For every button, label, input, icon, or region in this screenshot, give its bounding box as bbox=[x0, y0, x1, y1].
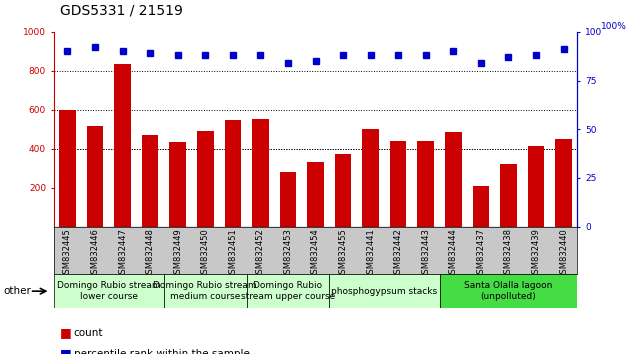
Text: GSM832439: GSM832439 bbox=[531, 228, 541, 279]
Text: Domingo Rubio
stream upper course: Domingo Rubio stream upper course bbox=[241, 281, 335, 301]
Bar bbox=[307, 162, 324, 227]
Text: GSM832450: GSM832450 bbox=[201, 228, 209, 279]
Text: GSM832447: GSM832447 bbox=[118, 228, 127, 279]
Text: GSM832446: GSM832446 bbox=[90, 228, 100, 279]
Text: GSM832441: GSM832441 bbox=[366, 228, 375, 279]
Bar bbox=[329, 274, 440, 308]
Bar bbox=[390, 141, 406, 227]
Bar bbox=[247, 274, 329, 308]
Text: GSM832453: GSM832453 bbox=[283, 228, 292, 279]
Text: GSM832438: GSM832438 bbox=[504, 228, 513, 279]
Text: GSM832448: GSM832448 bbox=[146, 228, 155, 279]
Bar bbox=[225, 120, 241, 227]
Text: GSM832442: GSM832442 bbox=[394, 228, 403, 279]
Text: Domingo Rubio stream
lower course: Domingo Rubio stream lower course bbox=[57, 281, 160, 301]
Text: other: other bbox=[3, 286, 31, 296]
Text: percentile rank within the sample: percentile rank within the sample bbox=[74, 349, 250, 354]
Bar bbox=[59, 110, 76, 227]
Text: GSM832452: GSM832452 bbox=[256, 228, 265, 279]
Text: 100%: 100% bbox=[601, 22, 627, 32]
Bar bbox=[164, 274, 247, 308]
Bar bbox=[142, 135, 158, 227]
Bar bbox=[252, 119, 269, 227]
Text: GSM832451: GSM832451 bbox=[228, 228, 237, 279]
Bar bbox=[528, 146, 545, 227]
Text: GSM832455: GSM832455 bbox=[339, 228, 348, 279]
Text: GSM832449: GSM832449 bbox=[173, 228, 182, 279]
Text: Santa Olalla lagoon
(unpolluted): Santa Olalla lagoon (unpolluted) bbox=[464, 281, 553, 301]
Bar bbox=[335, 154, 351, 227]
Text: Domingo Rubio stream
medium course: Domingo Rubio stream medium course bbox=[153, 281, 257, 301]
Bar bbox=[54, 274, 164, 308]
Text: count: count bbox=[74, 328, 103, 338]
Bar bbox=[445, 132, 462, 227]
Text: ■: ■ bbox=[60, 348, 72, 354]
Text: ■: ■ bbox=[60, 326, 72, 339]
Text: GSM832443: GSM832443 bbox=[422, 228, 430, 279]
Text: GSM832454: GSM832454 bbox=[311, 228, 320, 279]
Bar bbox=[86, 126, 103, 227]
Bar bbox=[280, 172, 296, 227]
Bar bbox=[418, 141, 434, 227]
Bar bbox=[500, 164, 517, 227]
Text: GDS5331 / 21519: GDS5331 / 21519 bbox=[60, 4, 183, 18]
Bar bbox=[114, 64, 131, 227]
Text: GSM832440: GSM832440 bbox=[559, 228, 568, 279]
Bar bbox=[362, 129, 379, 227]
Bar bbox=[440, 274, 577, 308]
Text: phosphogypsum stacks: phosphogypsum stacks bbox=[331, 287, 437, 296]
Bar bbox=[473, 185, 489, 227]
Text: GSM832437: GSM832437 bbox=[476, 228, 485, 279]
Text: GSM832445: GSM832445 bbox=[63, 228, 72, 279]
Text: GSM832444: GSM832444 bbox=[449, 228, 458, 279]
Bar bbox=[555, 139, 572, 227]
Bar bbox=[169, 142, 186, 227]
Bar bbox=[197, 131, 213, 227]
